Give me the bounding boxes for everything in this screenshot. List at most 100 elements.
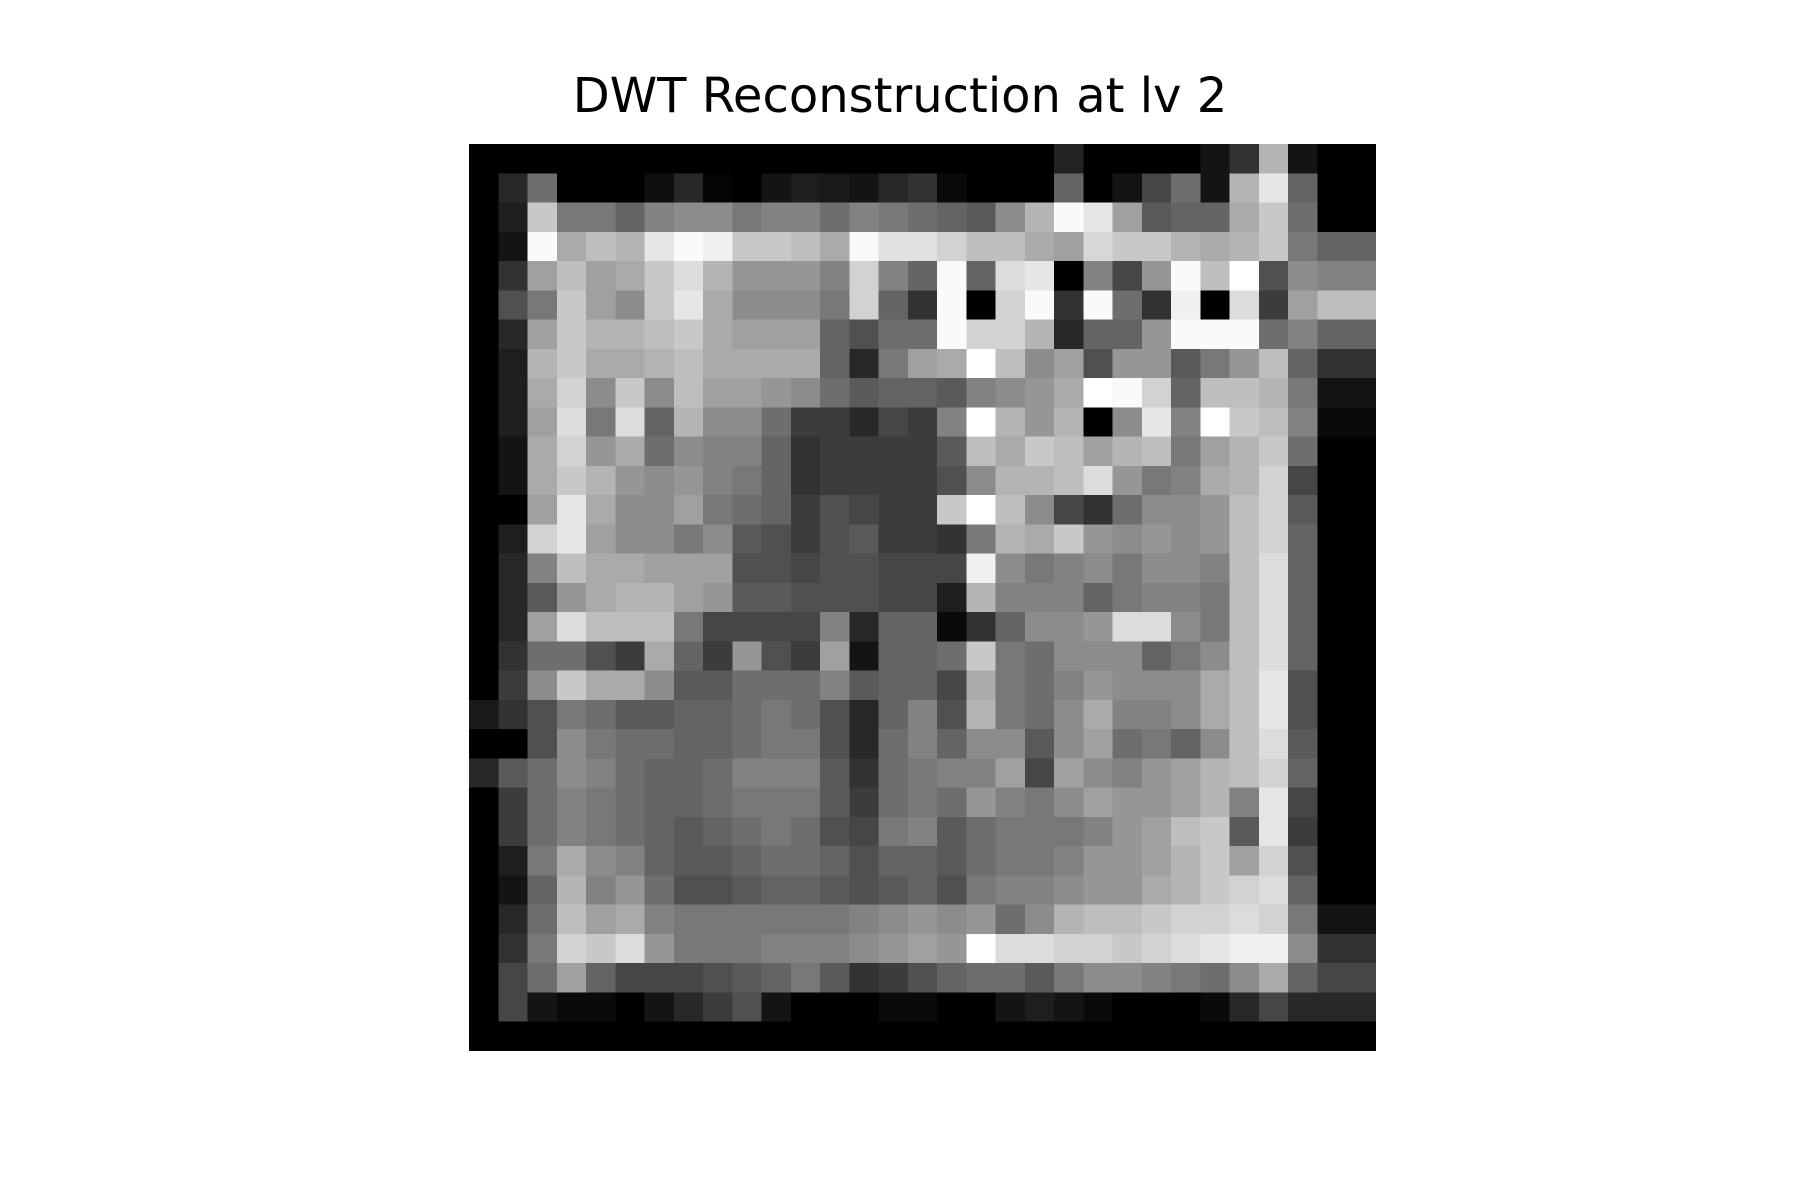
pixel (937, 758, 967, 789)
pixel (498, 963, 529, 994)
pixel (615, 553, 646, 584)
pixel (907, 612, 938, 642)
pixel (1346, 875, 1376, 906)
pixel (527, 816, 558, 847)
pixel (1024, 319, 1055, 350)
pixel (1054, 495, 1085, 525)
pixel (820, 992, 850, 1023)
pixel (673, 729, 704, 760)
pixel (995, 729, 1026, 760)
pixel (790, 436, 821, 467)
pixel (1083, 407, 1114, 438)
pixel (1288, 144, 1319, 174)
pixel (703, 173, 733, 204)
pixel (1024, 758, 1055, 789)
pixel (1054, 524, 1085, 555)
pixel (849, 407, 880, 438)
pixel (527, 319, 558, 350)
pixel (878, 495, 909, 525)
pixel (1200, 582, 1231, 613)
pixel (556, 963, 587, 994)
pixel (556, 348, 587, 379)
pixel (556, 992, 587, 1023)
pixel (644, 875, 675, 906)
pixel (615, 963, 646, 994)
pixel (937, 641, 967, 672)
pixel (703, 261, 733, 291)
pixel (703, 553, 733, 584)
pixel (1317, 699, 1348, 730)
pixel (586, 144, 616, 174)
pixel (1200, 963, 1231, 994)
pixel (732, 670, 763, 701)
pixel (820, 407, 850, 438)
pixel (966, 144, 997, 174)
pixel (907, 407, 938, 438)
pixel (1054, 963, 1085, 994)
pixel (1229, 816, 1260, 847)
pixel (1317, 173, 1348, 204)
pixel (937, 933, 967, 964)
pixel (878, 524, 909, 555)
pixel (556, 787, 587, 818)
pixel (849, 524, 880, 555)
pixel (820, 173, 850, 204)
pixel (1171, 348, 1202, 379)
pixel (469, 465, 499, 496)
pixel (820, 553, 850, 584)
pixel (703, 144, 733, 174)
pixel (527, 1021, 558, 1051)
pixel (1317, 729, 1348, 760)
pixel (1288, 348, 1319, 379)
pixel (1112, 553, 1143, 584)
pixel (995, 495, 1026, 525)
pixel (1171, 144, 1202, 174)
pixel (1024, 846, 1055, 877)
pixel (878, 290, 909, 321)
pixel (527, 553, 558, 584)
pixel (1112, 963, 1143, 994)
pixel (761, 407, 792, 438)
pixel (937, 319, 967, 350)
pixel (556, 202, 587, 233)
pixel (673, 202, 704, 233)
pixel (527, 524, 558, 555)
pixel (1141, 992, 1172, 1023)
pixel (527, 378, 558, 408)
pixel (1288, 407, 1319, 438)
pixel (849, 670, 880, 701)
pixel (527, 436, 558, 467)
pixel (1112, 670, 1143, 701)
pixel (995, 582, 1026, 613)
pixel (1054, 787, 1085, 818)
pixel (586, 787, 616, 818)
pixel (1200, 875, 1231, 906)
pixel (1024, 816, 1055, 847)
pixel (732, 144, 763, 174)
pixel (790, 729, 821, 760)
pixel (732, 875, 763, 906)
pixel (761, 933, 792, 964)
pixel (673, 992, 704, 1023)
pixel (937, 816, 967, 847)
pixel (556, 816, 587, 847)
pixel (1083, 1021, 1114, 1051)
pixel (907, 524, 938, 555)
pixel (1054, 641, 1085, 672)
pixel (703, 758, 733, 789)
pixel (673, 378, 704, 408)
pixel (1288, 699, 1319, 730)
pixel (1288, 173, 1319, 204)
pixel (966, 173, 997, 204)
pixel (1054, 465, 1085, 496)
pixel (1112, 378, 1143, 408)
pixel (469, 641, 499, 672)
pixel (615, 582, 646, 613)
pixel (1317, 612, 1348, 642)
pixel (1024, 144, 1055, 174)
pixel (498, 202, 529, 233)
pixel (907, 144, 938, 174)
pixel (586, 261, 616, 291)
pixel (1288, 787, 1319, 818)
pixel (1112, 875, 1143, 906)
